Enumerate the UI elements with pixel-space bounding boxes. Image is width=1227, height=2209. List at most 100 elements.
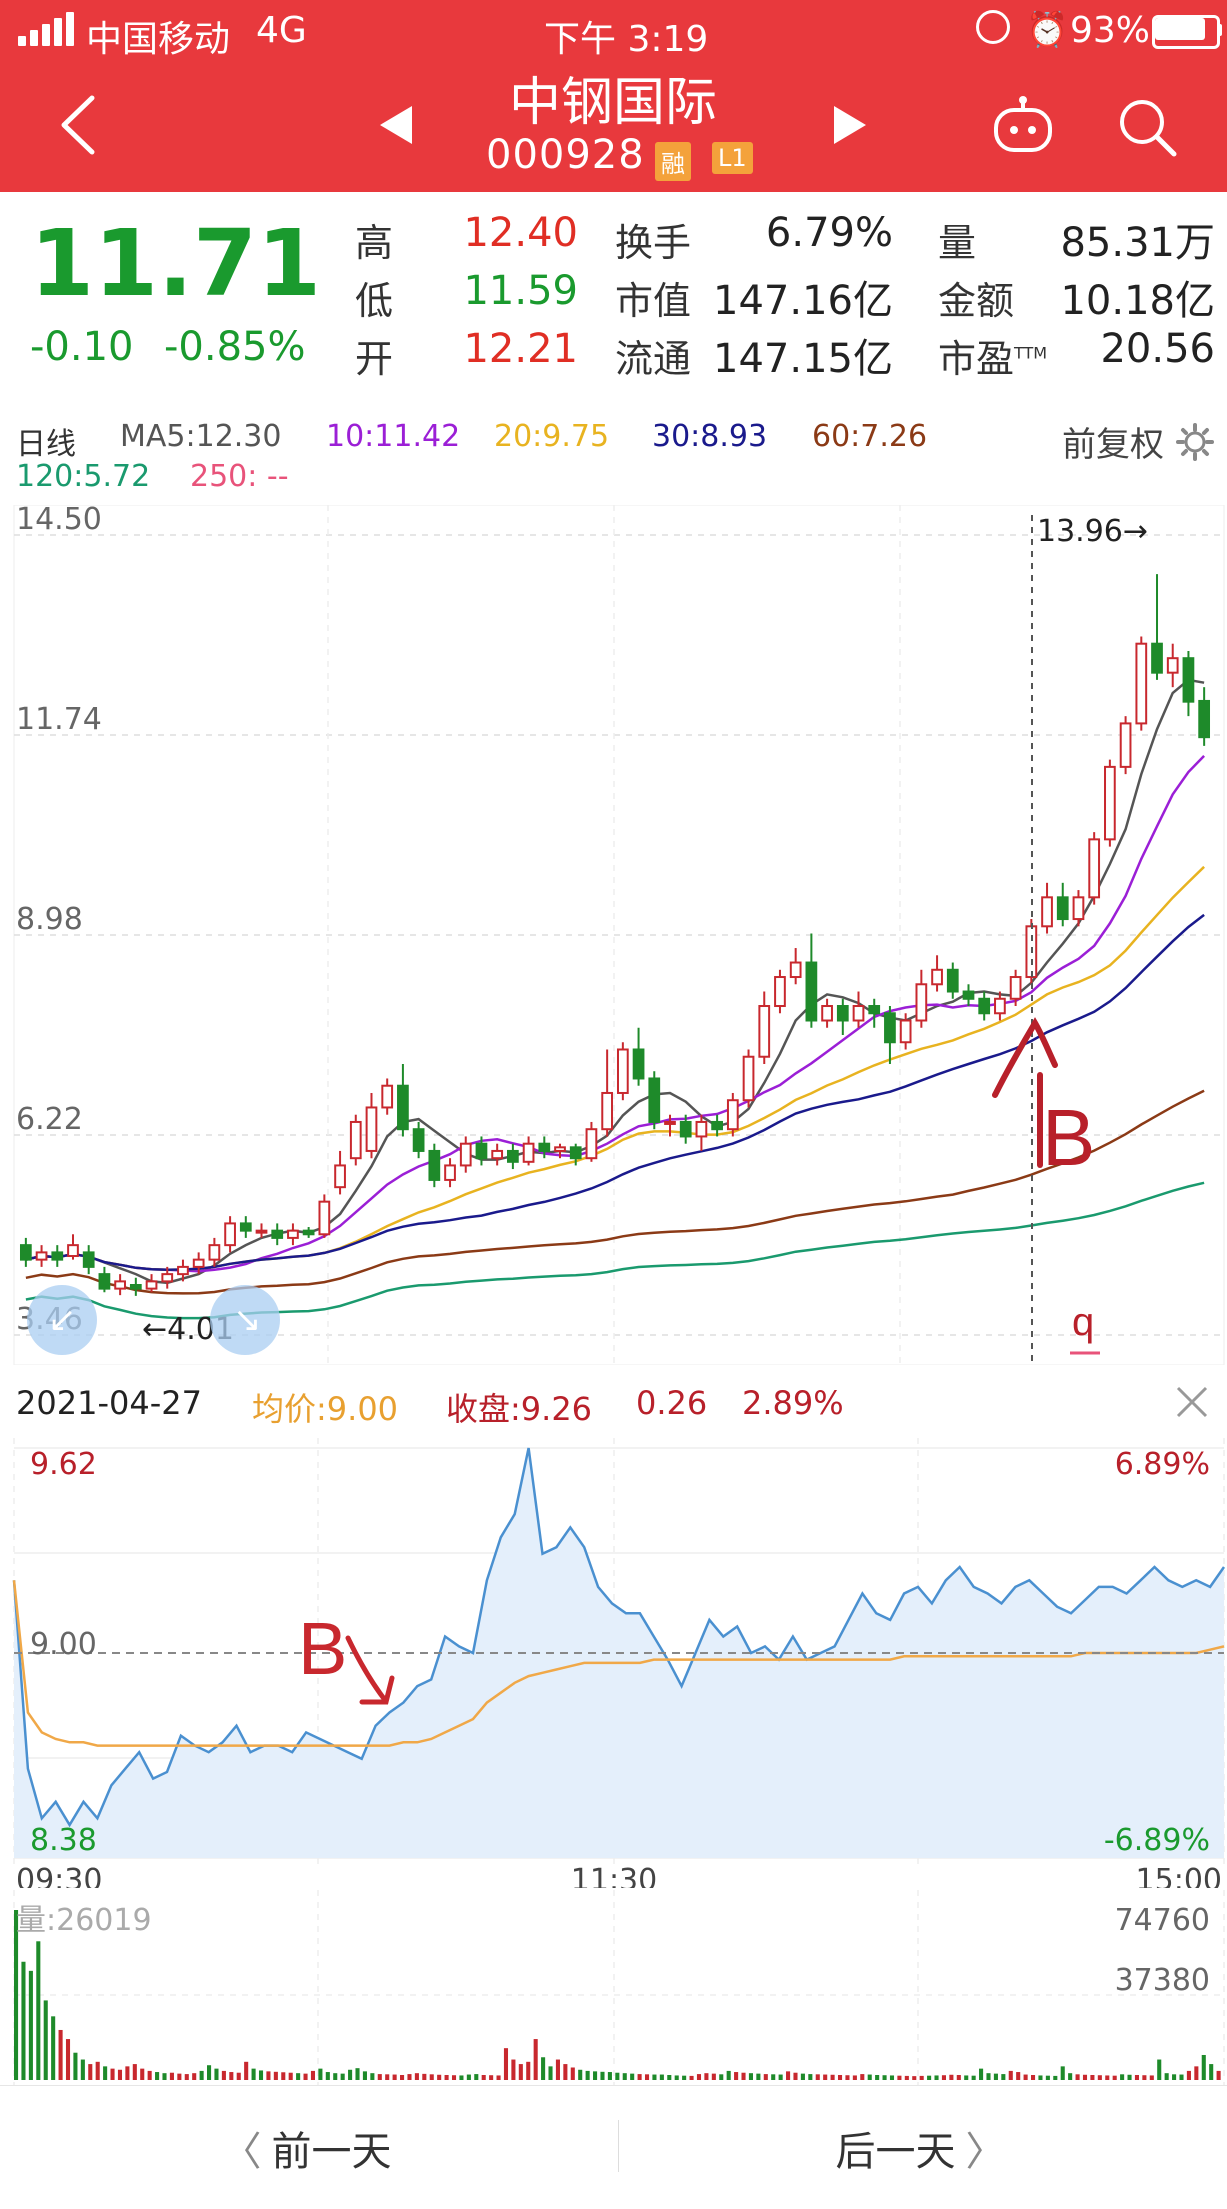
ma60-line <box>25 1089 1205 1295</box>
volume-bar <box>466 2074 471 2080</box>
volume-bars <box>14 1910 1221 2080</box>
volume-bar <box>555 2059 560 2080</box>
candle-body <box>1088 838 1101 899</box>
volume-bar <box>882 2075 887 2080</box>
candle-body <box>978 997 991 1015</box>
back-button[interactable] <box>50 90 110 160</box>
volume-bar <box>1134 2074 1140 2080</box>
close-button[interactable] <box>1172 1382 1212 1422</box>
candle-body <box>664 1120 676 1125</box>
quote-value: 6.79% <box>765 210 893 256</box>
prev-day-button[interactable]: 〈 前一天 <box>0 2086 613 2209</box>
volume-bar <box>823 2074 828 2080</box>
robot-button[interactable] <box>990 96 1056 156</box>
volume-bar <box>800 2073 805 2080</box>
candle-body <box>805 961 818 1022</box>
kline-y-tick: 8.98 <box>16 902 83 937</box>
volume-grid <box>13 1890 1225 2085</box>
status-bar: 中国移动 4G 下午 3:19 ⏰ 93% <box>0 0 1227 60</box>
volume-bar <box>192 2073 197 2080</box>
candle-body <box>711 1120 723 1131</box>
adjust-toggle[interactable]: 前复权 <box>1062 425 1164 465</box>
quote-grid: 高 12.40 换手 6.79% 量 85.31万低 11.59 市值 147.16亿 金额 10.… <box>0 192 1227 402</box>
triangle-left-icon <box>380 106 412 144</box>
volume-bar <box>340 2073 345 2080</box>
volume-bar <box>392 2074 397 2080</box>
volume-bar <box>1001 2074 1006 2080</box>
volume-bar <box>927 2075 932 2080</box>
candle-body <box>302 1229 315 1236</box>
volume-bar <box>815 2074 820 2080</box>
volume-bar <box>110 2068 115 2080</box>
ma250-label: 250: -- <box>190 459 289 494</box>
alarm-icon: ⏰ <box>1026 10 1069 50</box>
volume-bar <box>503 2048 509 2080</box>
price-change-pct: -0.85% <box>164 324 306 370</box>
candle-body <box>1056 896 1069 921</box>
intraday-x-start: 09:30 <box>16 1863 102 1888</box>
candle-body <box>931 968 943 986</box>
kline-y-tick: 6.22 <box>16 1102 83 1137</box>
quote-value: 10.18亿 <box>1060 278 1215 324</box>
prev-stock-button[interactable] <box>376 100 416 150</box>
volume-bar <box>251 2068 256 2080</box>
network-label: 4G <box>256 10 307 51</box>
app-header: 中国移动 4G 下午 3:19 ⏰ 93% 中钢国际 000928 融 L1 <box>0 0 1227 192</box>
quote-value: 147.15亿 <box>713 336 893 382</box>
next-stock-button[interactable] <box>830 100 870 150</box>
volume-bar <box>1097 2075 1102 2080</box>
candle-body <box>821 1005 833 1022</box>
period-label[interactable]: 日线 <box>16 427 76 462</box>
candle-body <box>98 1273 111 1290</box>
candle-body <box>35 1251 48 1261</box>
next-day-button[interactable]: 后一天 〉 <box>614 2086 1227 2209</box>
volume-bar <box>1194 2066 1199 2080</box>
bottom-nav: 〈 前一天 后一天 〉 <box>0 2085 1227 2209</box>
candle-body <box>836 1005 849 1022</box>
ma10-line <box>25 755 1205 1273</box>
intraday-chg-pct: 2.89% <box>742 1384 844 1422</box>
volume-bar <box>585 2070 590 2080</box>
quote-label: 市值 <box>615 279 692 323</box>
intraday-pct-top: 6.89% <box>1115 1447 1210 1482</box>
quote-label: 换手 <box>615 221 692 265</box>
quote-label: 开 <box>355 337 394 381</box>
intraday-chg: 0.26 <box>636 1384 708 1422</box>
kline-y-tick: 11.74 <box>16 702 102 737</box>
ma20-label: 20:9.75 <box>494 419 610 454</box>
volume-bar <box>429 2074 434 2080</box>
volume-bar <box>177 2073 182 2080</box>
candle-body <box>994 997 1006 1015</box>
volume-bar <box>140 2068 145 2080</box>
candle-body <box>459 1142 472 1167</box>
volume-bar <box>912 2076 917 2080</box>
candle-body <box>585 1128 598 1160</box>
volume-bar <box>852 2075 857 2080</box>
candle-body <box>569 1146 582 1160</box>
volume-bar <box>1105 2075 1110 2080</box>
volume-bar <box>43 2000 48 2080</box>
volume-bar <box>726 2070 731 2080</box>
margin-tag: 融 <box>655 142 691 181</box>
volume-chart[interactable]: 量:26019 74760 37380 <box>0 1890 1227 2090</box>
volume-bar <box>236 2072 241 2080</box>
ma30-line <box>25 913 1205 1272</box>
volume-bar <box>1045 2075 1050 2080</box>
volume-bar <box>481 2074 486 2080</box>
intraday-chart[interactable]: 9.62 9.00 8.38 6.89% -6.89% 09:30 11:30 … <box>0 1438 1227 1888</box>
volume-bar <box>919 2075 924 2080</box>
volume-bar <box>1068 2073 1073 2080</box>
handwritten-arrow <box>992 1017 1058 1098</box>
volume-bar <box>444 2074 449 2080</box>
intraday-y-top: 9.62 <box>30 1447 97 1482</box>
volume-bar <box>845 2075 850 2080</box>
gear-icon-svg[interactable] <box>1175 422 1215 462</box>
volume-bar <box>385 2074 390 2080</box>
quote-value: 12.40 <box>463 210 578 256</box>
candle-body <box>616 1048 629 1094</box>
search-button[interactable] <box>1116 96 1178 158</box>
intraday-x-mid: 11:30 <box>571 1863 657 1888</box>
candle-body <box>522 1142 535 1163</box>
zoom-in-handle <box>210 1285 280 1355</box>
